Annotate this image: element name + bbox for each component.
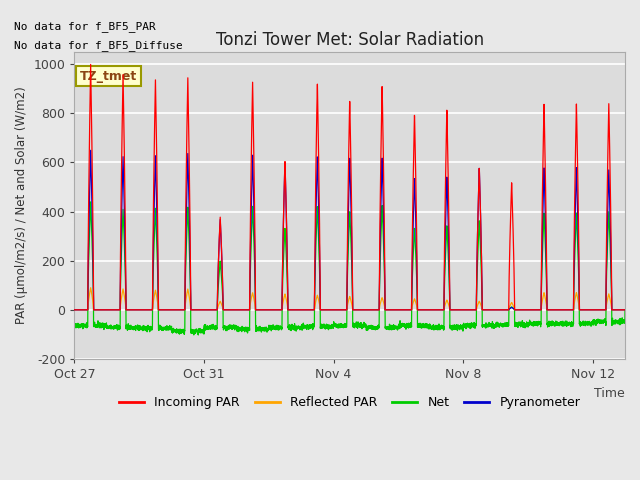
X-axis label: Time: Time (595, 386, 625, 399)
Text: No data for f_BF5_Diffuse: No data for f_BF5_Diffuse (14, 40, 182, 50)
Text: No data for f_BF5_PAR: No data for f_BF5_PAR (14, 21, 156, 32)
Legend: Incoming PAR, Reflected PAR, Net, Pyranometer: Incoming PAR, Reflected PAR, Net, Pyrano… (115, 391, 585, 414)
Title: Tonzi Tower Met: Solar Radiation: Tonzi Tower Met: Solar Radiation (216, 31, 484, 49)
Text: TZ_tmet: TZ_tmet (80, 70, 137, 83)
Y-axis label: PAR (μmol/m2/s) / Net and Solar (W/m2): PAR (μmol/m2/s) / Net and Solar (W/m2) (15, 86, 28, 324)
